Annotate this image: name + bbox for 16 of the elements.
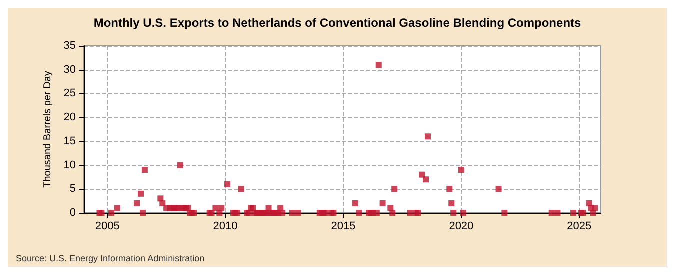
chart-title: Monthly U.S. Exports to Netherlands of Conventional Gasoline Blending Components (94, 16, 582, 30)
x-tick-label: 2015 (331, 220, 356, 232)
y-tick-label: 10 (64, 159, 76, 172)
x-tick-label: 2020 (449, 220, 474, 232)
y-axis-title: Thousand Barrels per Day (42, 71, 54, 188)
y-tick-label: 20 (64, 112, 76, 124)
y-tick-label: 15 (64, 135, 76, 148)
source-note: Source: U.S. Energy Information Administration (16, 254, 205, 264)
y-tick-label: 30 (64, 64, 76, 76)
x-tick-label: 2025 (567, 220, 592, 232)
x-tick-label: 2005 (95, 220, 120, 232)
y-tick-label: 5 (70, 183, 76, 196)
x-tick-label: 2010 (213, 220, 238, 232)
y-tick-label: 25 (64, 88, 76, 100)
y-tick-label: 35 (64, 40, 76, 52)
y-tick-label: 0 (70, 207, 76, 219)
